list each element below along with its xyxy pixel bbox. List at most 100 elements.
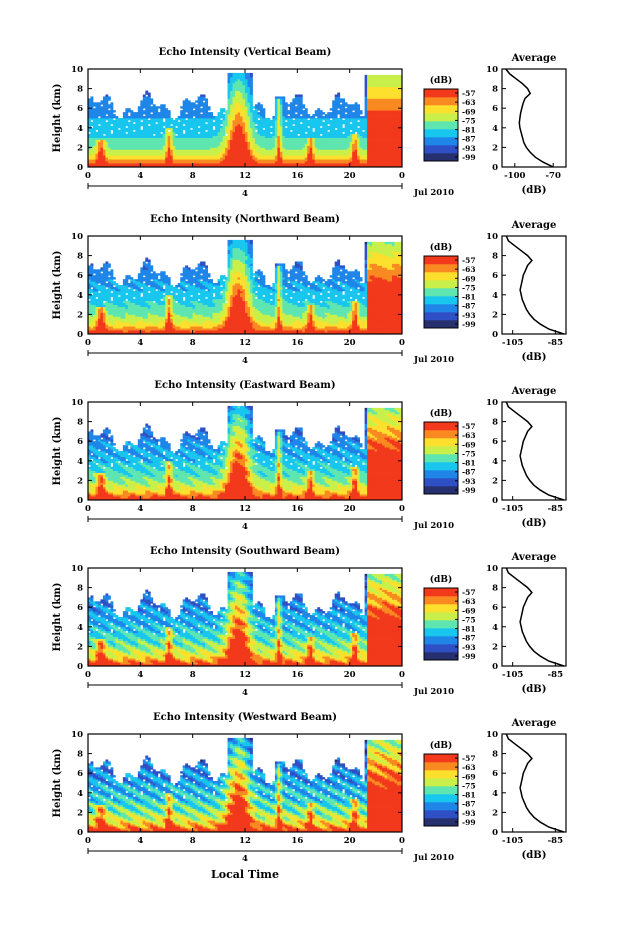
heatmap-cell (302, 110, 305, 112)
heatmap-cell (90, 96, 93, 98)
profile-x-tick-label: -70 (546, 171, 561, 181)
heatmap-cell (322, 116, 325, 118)
heatmap-cell (205, 132, 208, 134)
heatmap-cell (270, 120, 273, 122)
heatmap-cell (193, 110, 196, 112)
heatmap-cell (297, 136, 300, 138)
heatmap (88, 240, 402, 334)
colorbar-tick-label: -87 (462, 135, 476, 144)
heatmap-cell (133, 291, 136, 293)
heatmap-cell (193, 102, 196, 104)
heatmap-cell (125, 295, 128, 297)
panel-2: Echo Intensity (Northward Beam)0246810He… (52, 214, 566, 366)
heatmap-cell (392, 75, 395, 77)
heatmap-cell (185, 120, 188, 122)
heatmap-cell (327, 112, 330, 114)
heatmap-cell (240, 73, 243, 75)
heatmap-cell (168, 110, 171, 112)
heatmap-cell (340, 104, 343, 106)
heatmap-cell (290, 132, 293, 134)
heatmap-cell (113, 110, 116, 112)
heatmap-cell (342, 128, 345, 130)
colorbar-segment (424, 145, 458, 153)
heatmap-cell (190, 102, 193, 104)
heatmap-cell (153, 104, 156, 106)
heatmap-cell (213, 122, 216, 124)
heatmap-cell (140, 122, 143, 124)
heatmap-cell (257, 112, 260, 114)
heatmap-cell (140, 100, 143, 102)
heatmap-cell (175, 136, 178, 138)
heatmap-cell (143, 116, 146, 118)
heatmap-cell (160, 104, 163, 106)
heatmap-cell (230, 73, 233, 75)
heatmap-cell (128, 283, 131, 285)
heatmap-cell (297, 94, 300, 96)
heatmap-cell (180, 110, 183, 112)
heatmap-cell (360, 110, 363, 112)
colorbar-tick-label: -69 (462, 107, 476, 116)
heatmap-cell (113, 120, 116, 122)
heatmap-cell (270, 134, 273, 136)
heatmap-cell (375, 75, 378, 77)
colorbar-segment (424, 137, 458, 145)
heatmap-cell (103, 136, 106, 138)
heatmap-cell (325, 114, 328, 116)
heatmap-cell (332, 100, 335, 102)
heatmap-cell (218, 112, 221, 114)
heatmap-cell (133, 132, 136, 134)
heatmap-cell (342, 120, 345, 122)
heatmap-cell (277, 96, 280, 98)
profile-y-tick-label: 0 (492, 163, 498, 173)
heatmap-cell (158, 112, 161, 114)
heatmap-cell (175, 118, 178, 120)
y-axis-label: Height (km) (52, 84, 63, 153)
heatmap-cell (145, 96, 148, 98)
heatmap-cell (190, 130, 193, 132)
heatmap-cell (125, 108, 128, 110)
heatmap-cell (128, 122, 131, 124)
heatmap-cell (380, 75, 383, 77)
panel-title: Echo Intensity (Northward Beam) (150, 214, 340, 225)
heatmap-cell (315, 110, 318, 112)
heatmap-cell (315, 118, 318, 120)
heatmap-cell (123, 279, 126, 281)
x-tick-label: 0 (85, 171, 91, 181)
heatmap-cell (150, 114, 153, 116)
heatmap-cell (110, 102, 113, 104)
heatmap-cell (312, 114, 315, 116)
heatmap-cell (98, 293, 101, 295)
colorbar-segment (424, 105, 458, 113)
heatmap-cell (352, 112, 355, 114)
profile-line (506, 69, 553, 167)
heatmap-cell (330, 112, 333, 114)
heatmap-cell (320, 128, 323, 130)
colorbar-segment (424, 153, 458, 161)
colorbar-segment (424, 97, 458, 105)
heatmap-cell (330, 108, 333, 110)
heatmap-cell (285, 102, 288, 104)
heatmap-cell (345, 114, 348, 116)
profile-y-tick-label: 10 (486, 65, 498, 75)
heatmap-cell (133, 112, 136, 114)
heatmap-cell (195, 104, 198, 106)
heatmap-cell (100, 273, 103, 275)
heatmap-cell (312, 132, 315, 134)
heatmap-cell (133, 299, 136, 301)
heatmap-cell (173, 120, 176, 122)
heatmap-cell (98, 102, 101, 104)
heatmap-cell (113, 287, 116, 289)
heatmap-cell (100, 100, 103, 102)
heatmap-cell (255, 104, 258, 106)
heatmap-cell (337, 118, 340, 120)
profile-y-tick-label: 2 (492, 143, 498, 153)
heatmap-cell (143, 110, 146, 112)
heatmap-cell (238, 73, 241, 75)
heatmap-cell (100, 106, 103, 108)
heatmap-cell (337, 93, 340, 95)
heatmap-cell (340, 98, 343, 100)
heatmap-cell (103, 263, 106, 265)
heatmap-cell (397, 75, 400, 77)
heatmap-cell (125, 275, 128, 277)
heatmap-cell (390, 75, 393, 77)
